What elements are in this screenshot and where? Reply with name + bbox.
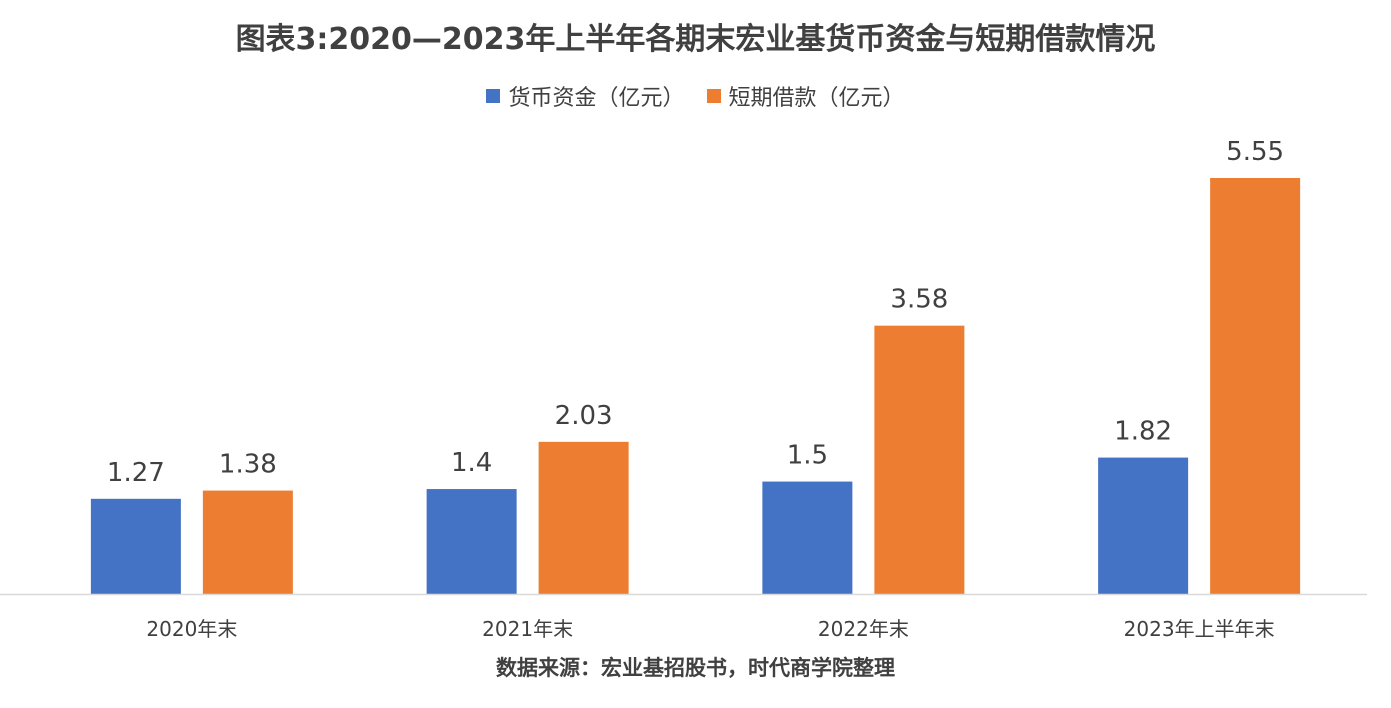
legend: 货币资金（亿元） 短期借款（亿元）	[0, 80, 1391, 112]
category-label-2: 2022年末	[818, 617, 909, 641]
bar-short-term-loans-2	[874, 325, 965, 594]
legend-swatch-cash	[486, 89, 501, 103]
category-label-1: 2021年末	[482, 617, 573, 641]
legend-label-cash: 货币资金（亿元）	[508, 86, 685, 111]
category-label-0: 2020年末	[146, 617, 237, 641]
bar-short-term-loans-1	[538, 441, 629, 594]
source-note: 数据来源：宏业基招股书，时代商学院整理	[496, 656, 895, 680]
bar-cash-2	[762, 481, 853, 594]
legend-swatch-short-term-loans	[706, 89, 721, 103]
chart-title: 图表3:2020—2023年上半年各期末宏业基货币资金与短期借款情况	[235, 22, 1156, 57]
data-label-cash-3: 1.82	[1114, 417, 1172, 447]
legend-item-cash: 货币资金（亿元）	[486, 80, 685, 112]
data-label-short-term-loans-3: 5.55	[1226, 137, 1284, 167]
data-label-short-term-loans-1: 2.03	[555, 401, 613, 431]
data-label-cash-1: 1.4	[451, 448, 492, 478]
legend-label-short-term-loans: 短期借款（亿元）	[728, 86, 905, 111]
bar-short-term-loans-3	[1210, 178, 1301, 594]
legend-item-short-term-loans: 短期借款（亿元）	[706, 80, 905, 112]
bar-cash-3	[1098, 457, 1189, 594]
data-label-short-term-loans-2: 3.58	[890, 285, 948, 315]
data-label-cash-2: 1.5	[787, 441, 828, 471]
bar-short-term-loans-0	[202, 490, 293, 594]
category-label-3: 2023年上半年末	[1124, 617, 1275, 641]
data-label-short-term-loans-0: 1.38	[219, 450, 277, 480]
bar-cash-0	[90, 498, 181, 594]
data-label-cash-0: 1.27	[107, 458, 165, 488]
bar-cash-1	[426, 489, 517, 594]
